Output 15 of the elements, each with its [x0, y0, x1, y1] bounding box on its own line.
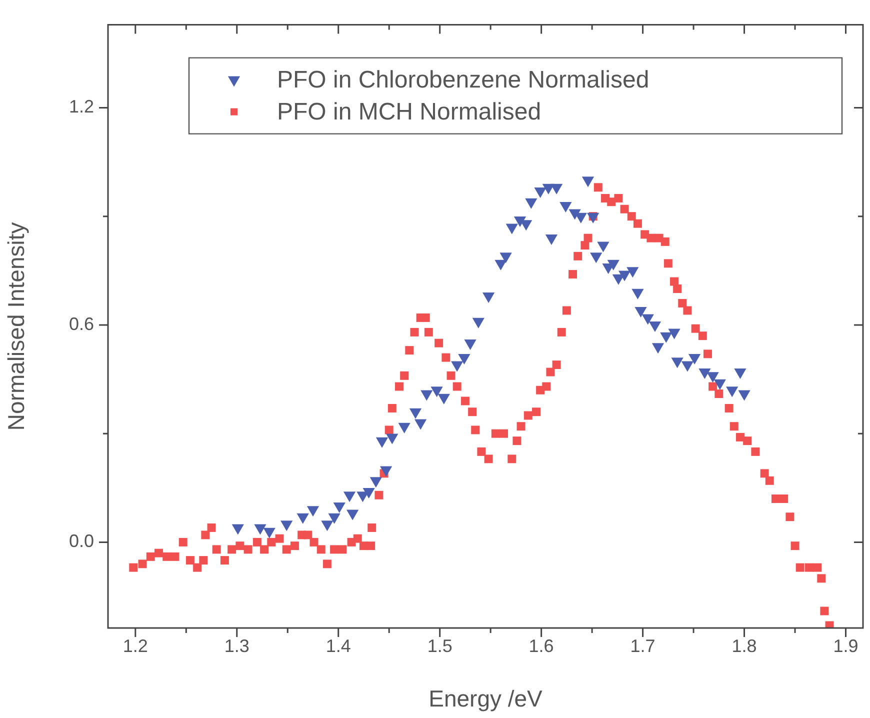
y-axis-title: Normalised Intensity: [3, 222, 30, 431]
x-tick-label: 1.2: [122, 636, 148, 656]
x-tick-label: 1.8: [732, 636, 757, 656]
x-tick-label: 1.7: [630, 636, 656, 656]
x-tick-label: 1.4: [326, 636, 351, 656]
y-tick-label: 0.6: [68, 314, 94, 334]
x-tick-label: 1.5: [427, 636, 452, 656]
legend-label: PFO in MCH Normalised: [277, 98, 542, 126]
y-tick-label: 0.0: [68, 531, 94, 552]
x-tick-label: 1.9: [833, 636, 858, 656]
x-tick-label: 1.6: [528, 636, 554, 656]
legend-label: PFO in Chlorobenzene Normalised: [277, 66, 650, 94]
x-axis-title: Energy /eV: [428, 686, 544, 712]
y-tick-label: 1.2: [68, 96, 94, 117]
x-tick-label: 1.3: [224, 636, 250, 656]
